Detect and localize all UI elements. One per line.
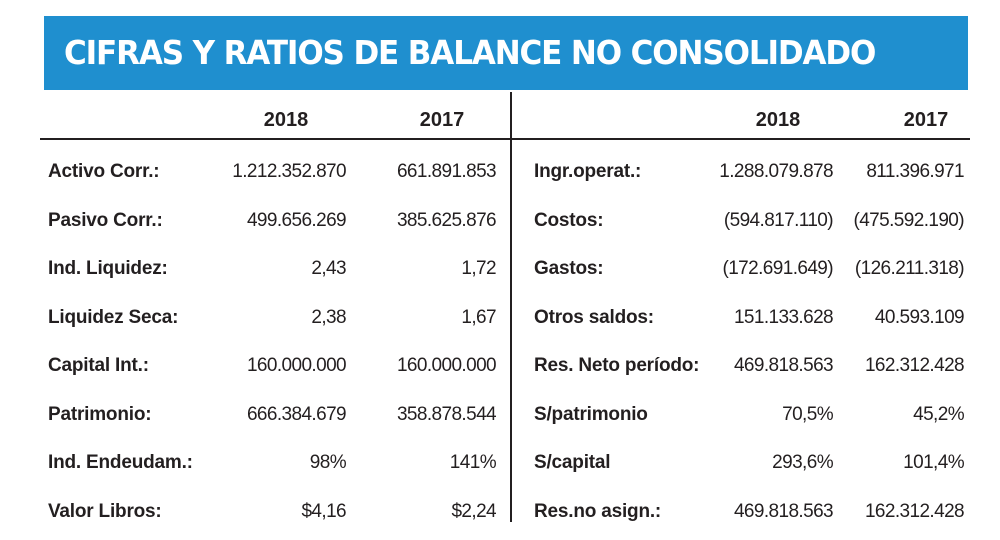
left-row-label: Pasivo Corr.: [48,209,163,231]
right-row-value-2017: 162.312.428 [864,500,965,522]
left-row-label: Ind. Liquidez: [48,258,168,279]
right-row-value-2018: 1.288.079.878 [719,161,833,182]
left-row-value-2018: 2,38 [311,306,346,328]
left-row-label: Capital Int.: [48,355,149,376]
right-row-value-2017: 162.312.428 [864,355,965,376]
left-row-value-2017: $2,24 [451,500,496,522]
right-row-value-2018: 469.818.563 [733,355,834,376]
right-year-header-2018: 2018 [755,109,801,131]
left-row-label: Valor Libros: [48,500,162,522]
left-row-value-2017: 661.891.853 [396,161,497,182]
left-row-label: Liquidez Seca: [48,306,179,328]
title-banner: CIFRAS Y RATIOS DE BALANCE NO CONSOLIDAD… [44,16,968,90]
left-row-value-2018: 98% [309,452,347,473]
right-row-value-2017: 40.593.109 [874,306,965,328]
right-row-label: Gastos: [534,258,604,279]
header-rule [40,138,970,140]
left-row-label: Activo Corr.: [48,161,160,182]
left-row-value-2017: 385.625.876 [396,209,497,231]
left-year-header-2017: 2017 [419,109,465,131]
right-year-header-2017: 2017 [903,109,949,131]
right-row-label: Otros saldos: [534,306,654,328]
right-row-value-2018: (172.691.649) [722,258,833,279]
right-row-value-2018: 293,6% [772,452,833,473]
right-row-value-2018: 70,5% [782,403,833,425]
right-row-value-2017: 101,4% [903,452,964,473]
right-row-label: Costos: [534,209,604,231]
left-row-value-2017: 141% [449,452,497,473]
left-row-value-2018: 499.656.269 [246,209,347,231]
left-row-value-2018: $4,16 [301,500,346,522]
right-row-value-2018: 151.133.628 [733,306,834,328]
right-row-label: S/patrimonio [534,403,648,425]
left-row-label: Ind. Endeudam.: [48,452,193,473]
left-row-value-2018: 1.212.352.870 [232,161,346,182]
right-row-value-2018: (594.817.110) [723,209,834,231]
right-row-label: Res.no asign.: [534,500,662,522]
right-row-value-2017: (475.592.190) [853,209,964,231]
left-row-label: Patrimonio: [48,403,152,425]
left-row-value-2017: 1,67 [461,306,496,328]
right-row-value-2017: (126.211.318) [854,258,965,279]
left-row-value-2018: 160.000.000 [246,355,347,376]
right-row-label: Ingr.operat.: [534,161,642,182]
left-row-value-2018: 2,43 [311,258,346,279]
left-row-value-2017: 160.000.000 [396,355,497,376]
right-row-value-2018: 469.818.563 [733,500,834,522]
right-row-label: Res. Neto período: [534,355,700,376]
right-row-value-2017: 45,2% [913,403,964,425]
column-divider [510,92,512,522]
left-year-header-2018: 2018 [263,109,309,131]
right-row-label: S/capital [534,452,611,473]
left-row-value-2018: 666.384.679 [246,403,347,425]
left-row-value-2017: 1,72 [461,258,496,279]
left-row-value-2017: 358.878.544 [396,403,497,425]
table-title: CIFRAS Y RATIOS DE BALANCE NO CONSOLIDAD… [64,33,876,72]
right-row-value-2017: 811.396.971 [866,161,964,182]
